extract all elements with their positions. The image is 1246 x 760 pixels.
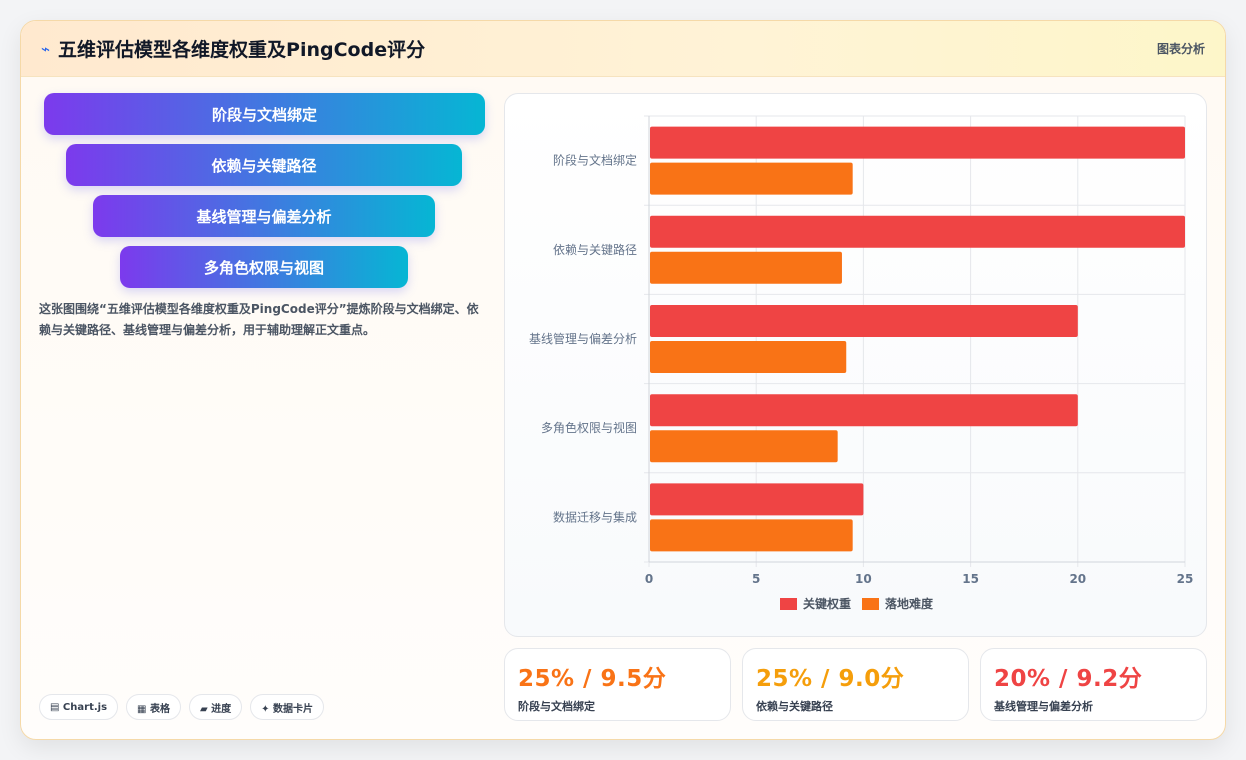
pill-table[interactable]: ▦ 表格 (126, 694, 181, 720)
y-tick-label: 数据迁移与集成 (553, 509, 637, 524)
bar (650, 162, 853, 195)
bar (650, 519, 853, 552)
stat-label: 依赖与关键路径 (756, 700, 833, 713)
trend-line-icon: ⌁ (41, 39, 51, 58)
funnel-item: 阶段与文档绑定 (44, 93, 485, 135)
funnel-label: 基线管理与偏差分析 (196, 207, 332, 226)
funnel-label: 阶段与文档绑定 (211, 105, 317, 124)
chart-analysis-tag: 图表分析 (1156, 42, 1205, 56)
main-card: ⌁ 五维评估模型各维度权重及PingCode评分 图表分析 阶段与文档绑定 依赖… (20, 20, 1226, 740)
stat-card: 20% / 9.2分 基线管理与偏差分析 (980, 648, 1207, 721)
page-title: 五维评估模型各维度权重及PingCode评分 (58, 39, 426, 61)
feature-pills: ▤ Chart.js ▦ 表格 ▰ 进度 ✦ 数据卡片 (39, 694, 325, 720)
x-tick-label: 10 (855, 572, 872, 586)
pill-progress[interactable]: ▰ 进度 (188, 694, 243, 720)
stat-value: 20% / 9.2分 (994, 666, 1143, 692)
bar (650, 483, 864, 516)
stat-card: 25% / 9.5分 阶段与文档绑定 (504, 648, 731, 721)
y-tick-label: 多角色权限与视图 (541, 420, 637, 435)
bar (650, 430, 838, 463)
stat-value: 25% / 9.0分 (756, 666, 905, 692)
funnel-item: 基线管理与偏差分析 (93, 195, 435, 237)
x-tick-label: 20 (1069, 572, 1086, 586)
y-tick-label: 基线管理与偏差分析 (529, 331, 637, 346)
stat-value: 25% / 9.5分 (518, 666, 667, 692)
bar (650, 394, 1078, 427)
stat-card: 25% / 9.0分 依赖与关键路径 (742, 648, 969, 721)
legend-swatch (780, 598, 797, 610)
y-tick-label: 依赖与关键路径 (553, 242, 637, 257)
bar (650, 305, 1078, 337)
legend-swatch (862, 598, 879, 610)
x-tick-label: 25 (1177, 572, 1194, 586)
pill-chartjs[interactable]: ▤ Chart.js (39, 694, 119, 720)
legend-label: 关键权重 (803, 596, 851, 611)
y-tick-label: 阶段与文档绑定 (553, 153, 637, 168)
x-tick-label: 5 (752, 572, 760, 586)
funnel-label: 依赖与关键路径 (211, 156, 317, 175)
stat-label: 基线管理与偏差分析 (994, 700, 1093, 713)
bar-chart: 0 5 10 15 20 25 阶段与文档绑定依赖与关键路径基线管理与偏差分析多角色权限与视… (529, 115, 1194, 611)
chart-panel: 0 5 10 15 20 25 阶段与文档绑定 依赖与关键路径基线管理与偏差分析多角色权限与视… (504, 93, 1207, 637)
x-tick-label: 15 (962, 572, 979, 586)
bar (650, 341, 847, 373)
bar (650, 126, 1185, 159)
pill-data-card[interactable]: ✦ 数据卡片 (250, 694, 325, 720)
funnel-item: 多角色权限与视图 (120, 246, 408, 288)
card-header: ⌁ 五维评估模型各维度权重及PingCode评分 图表分析 (21, 21, 1225, 77)
stat-label: 阶段与文档绑定 (518, 700, 595, 713)
bar (650, 251, 842, 284)
chart-description: 这张图围绕“五维评估模型各维度权重及PingCode评分”提炼阶段与文档绑定、依… (39, 302, 479, 337)
funnel-label: 多角色权限与视图 (203, 258, 324, 277)
legend-label: 落地难度 (885, 596, 934, 611)
x-tick-label: 0 (645, 572, 653, 586)
bar (650, 215, 1185, 248)
funnel-item: 依赖与关键路径 (66, 144, 462, 186)
